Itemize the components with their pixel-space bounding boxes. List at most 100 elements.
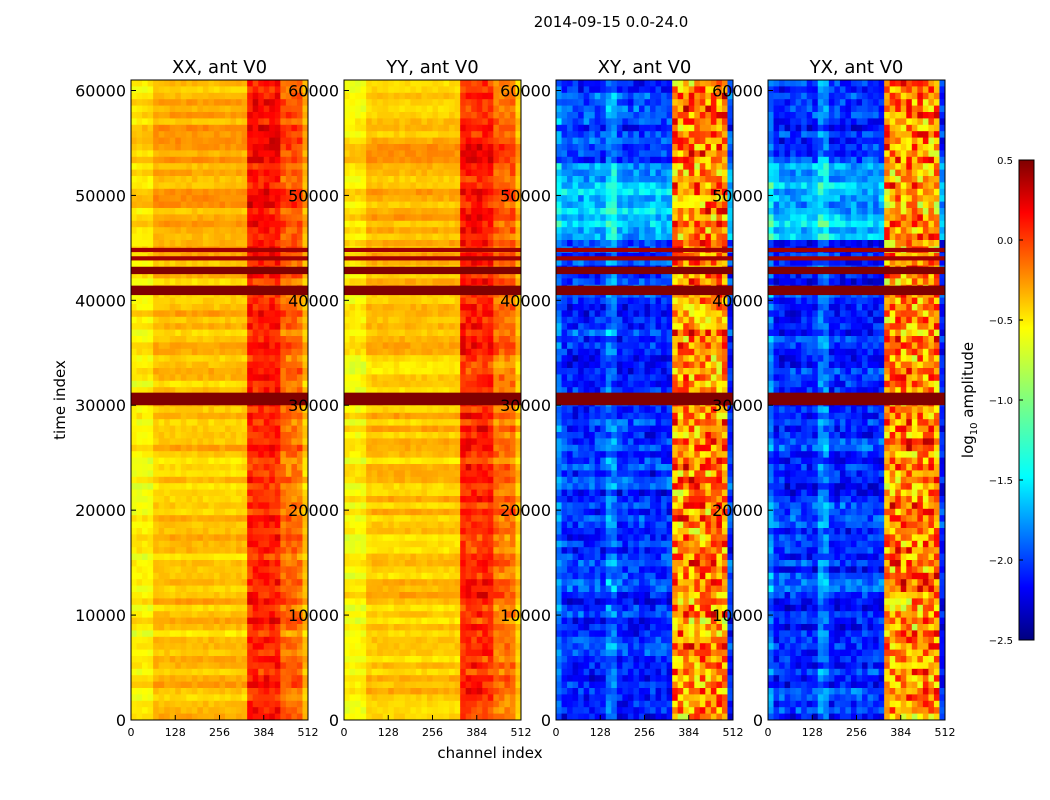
heatmap-cell [432,150,439,158]
heatmap-cell [355,208,361,215]
heatmap-cell [371,387,378,394]
heatmap-cell [360,86,367,94]
heatmap-cell [465,380,472,388]
heatmap-cell [438,169,444,177]
heatmap-cell [296,656,303,663]
heatmap-cell [285,457,292,465]
heatmap-cell [186,592,193,599]
heatmap-cell [142,457,148,465]
heatmap-cell [296,259,303,266]
heatmap-cell [147,336,154,343]
heatmap-cell [147,316,154,324]
heatmap-cell [186,643,193,650]
heatmap-cell [393,201,400,209]
heatmap-cell [197,457,204,465]
heatmap-cell [191,444,198,452]
heatmap-cell [344,348,350,356]
y-tick-label: 0 [116,711,126,730]
heatmap-cell [202,208,209,215]
heatmap-cell [482,92,489,100]
heatmap-cell [355,252,361,260]
heatmap-cell [164,297,171,305]
heatmap-cell [263,476,270,484]
heatmap-cell [208,470,215,478]
heatmap-cell [263,585,270,593]
heatmap-cell [142,515,148,522]
heatmap-cell [147,681,154,689]
heatmap-cell [147,182,154,190]
heatmap-cell [136,272,143,279]
heatmap-cell [302,406,309,414]
heatmap-cell [136,566,143,574]
heatmap-cell [296,476,303,484]
heatmap-cell [460,99,467,106]
heatmap-cell [142,169,148,177]
heatmap-cell [219,425,226,433]
heatmap-cell [236,508,243,516]
heatmap-cell [247,227,254,234]
heatmap-cell [426,176,433,183]
heatmap-cell [291,233,298,241]
heatmap-cell [131,336,137,343]
heatmap-cell [460,361,467,369]
heatmap-cell [471,259,478,266]
heatmap-cell [280,182,287,190]
heatmap-cell [263,566,270,574]
heatmap-cell [360,387,367,394]
heatmap-cell [230,131,237,138]
heatmap-cell [213,476,220,484]
heatmap-cell [169,118,176,126]
heatmap-cell [136,80,143,87]
heatmap-cell [186,483,193,490]
heatmap-cell [197,425,204,433]
heatmap-cell [147,118,154,126]
heatmap-cell [197,464,204,471]
heatmap-cell [388,150,395,158]
heatmap-cell [136,624,143,631]
heatmap-cell [180,483,187,490]
heatmap-cell [421,112,428,119]
heatmap-cell [371,105,378,113]
heatmap-cell [421,150,428,158]
heatmap-cell [252,355,259,362]
heatmap-cell [131,208,137,215]
heatmap-cell [213,592,220,599]
heatmap-cell [432,329,439,337]
heatmap-cell [296,150,303,158]
heatmap-cell [131,688,137,695]
heatmap-cell [202,131,209,138]
heatmap-cell [225,572,231,580]
heatmap-cell [404,387,411,394]
heatmap-cell [465,86,472,94]
heatmap-cell [291,713,298,721]
heatmap-cell [197,534,204,542]
heatmap-cell [410,99,417,106]
heatmap-cell [355,92,361,100]
heatmap-cell [393,412,400,420]
heatmap-cell [169,438,176,446]
heatmap-cell [258,163,265,170]
heatmap-cell [263,572,270,580]
heatmap-cell [191,86,198,94]
heatmap-cell [404,342,411,350]
heatmap-cell [487,310,494,318]
heatmap-cell [460,112,467,119]
heatmap-cell [213,547,220,554]
heatmap-cell [296,502,303,510]
heatmap-cell [460,278,467,286]
heatmap-cell [180,611,187,618]
heatmap-cell [236,662,243,670]
heatmap-cell [449,297,456,305]
heatmap-cell [225,169,231,177]
heatmap-cell [504,156,511,164]
heatmap-cell [355,259,361,266]
heatmap-cell [280,700,287,708]
heatmap-cell [180,694,187,702]
heatmap-cell [153,240,160,247]
heatmap-cell [274,297,281,305]
heatmap-cell [476,329,483,337]
heatmap-cell [208,585,215,593]
heatmap-cell [449,387,456,394]
heatmap-cell [131,649,137,657]
heatmap-cell [366,387,373,394]
